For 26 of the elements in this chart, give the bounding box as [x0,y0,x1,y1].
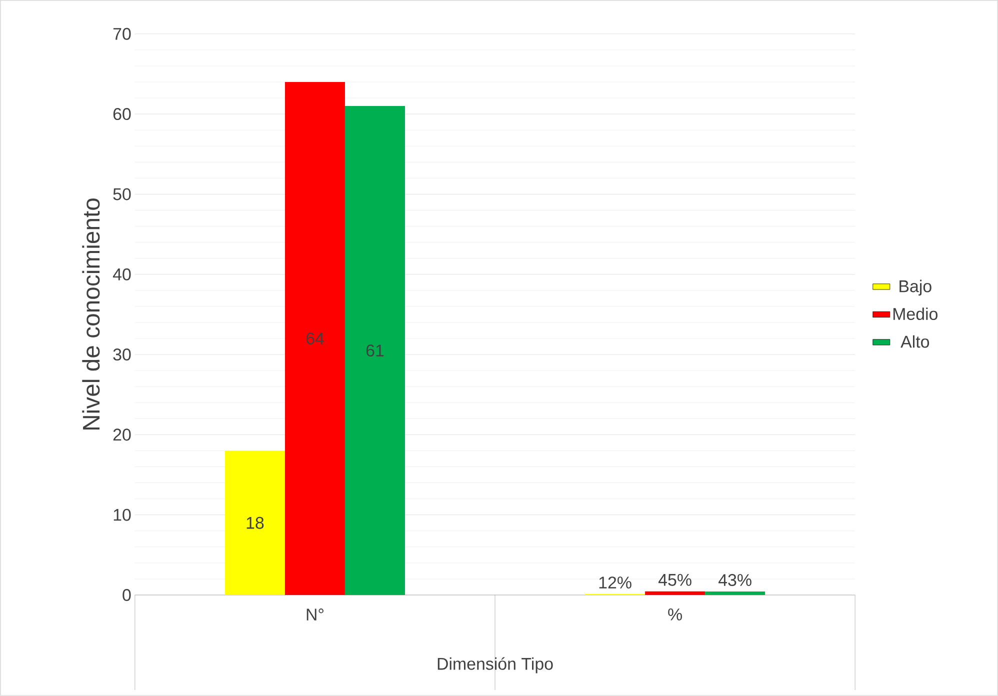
data-label: 18 [246,516,264,529]
data-label: 45% [658,574,692,586]
y-tick-label: 50 [113,188,131,200]
y-tick-label: 10 [114,508,131,521]
legend-label: Alto [900,335,930,348]
data-label: 43% [718,574,752,586]
data-label: 61 [366,344,384,357]
y-tick-label: 0 [122,589,131,602]
data-label: 12% [599,576,632,589]
bar [224,450,285,596]
legend-label: Bajo [900,280,932,296]
bar [705,592,766,596]
bar [284,82,345,596]
y-tick-label: 60 [113,108,131,120]
bar [645,591,706,596]
data-label: 64 [306,332,324,345]
legend-label: Medio [893,308,938,320]
y-tick-label: 20 [113,428,131,441]
x-axis-title: Dimensión Tipo [438,657,553,674]
y-tick-label: 30 [113,348,131,361]
y-axis-title: Nivel de conocimiento [82,198,100,430]
y-tick-label: 40 [112,268,131,280]
x-tick-label: % [668,608,682,620]
bar [344,106,405,596]
y-tick-label: 70 [113,28,131,40]
x-tick-label: N° [306,608,324,620]
